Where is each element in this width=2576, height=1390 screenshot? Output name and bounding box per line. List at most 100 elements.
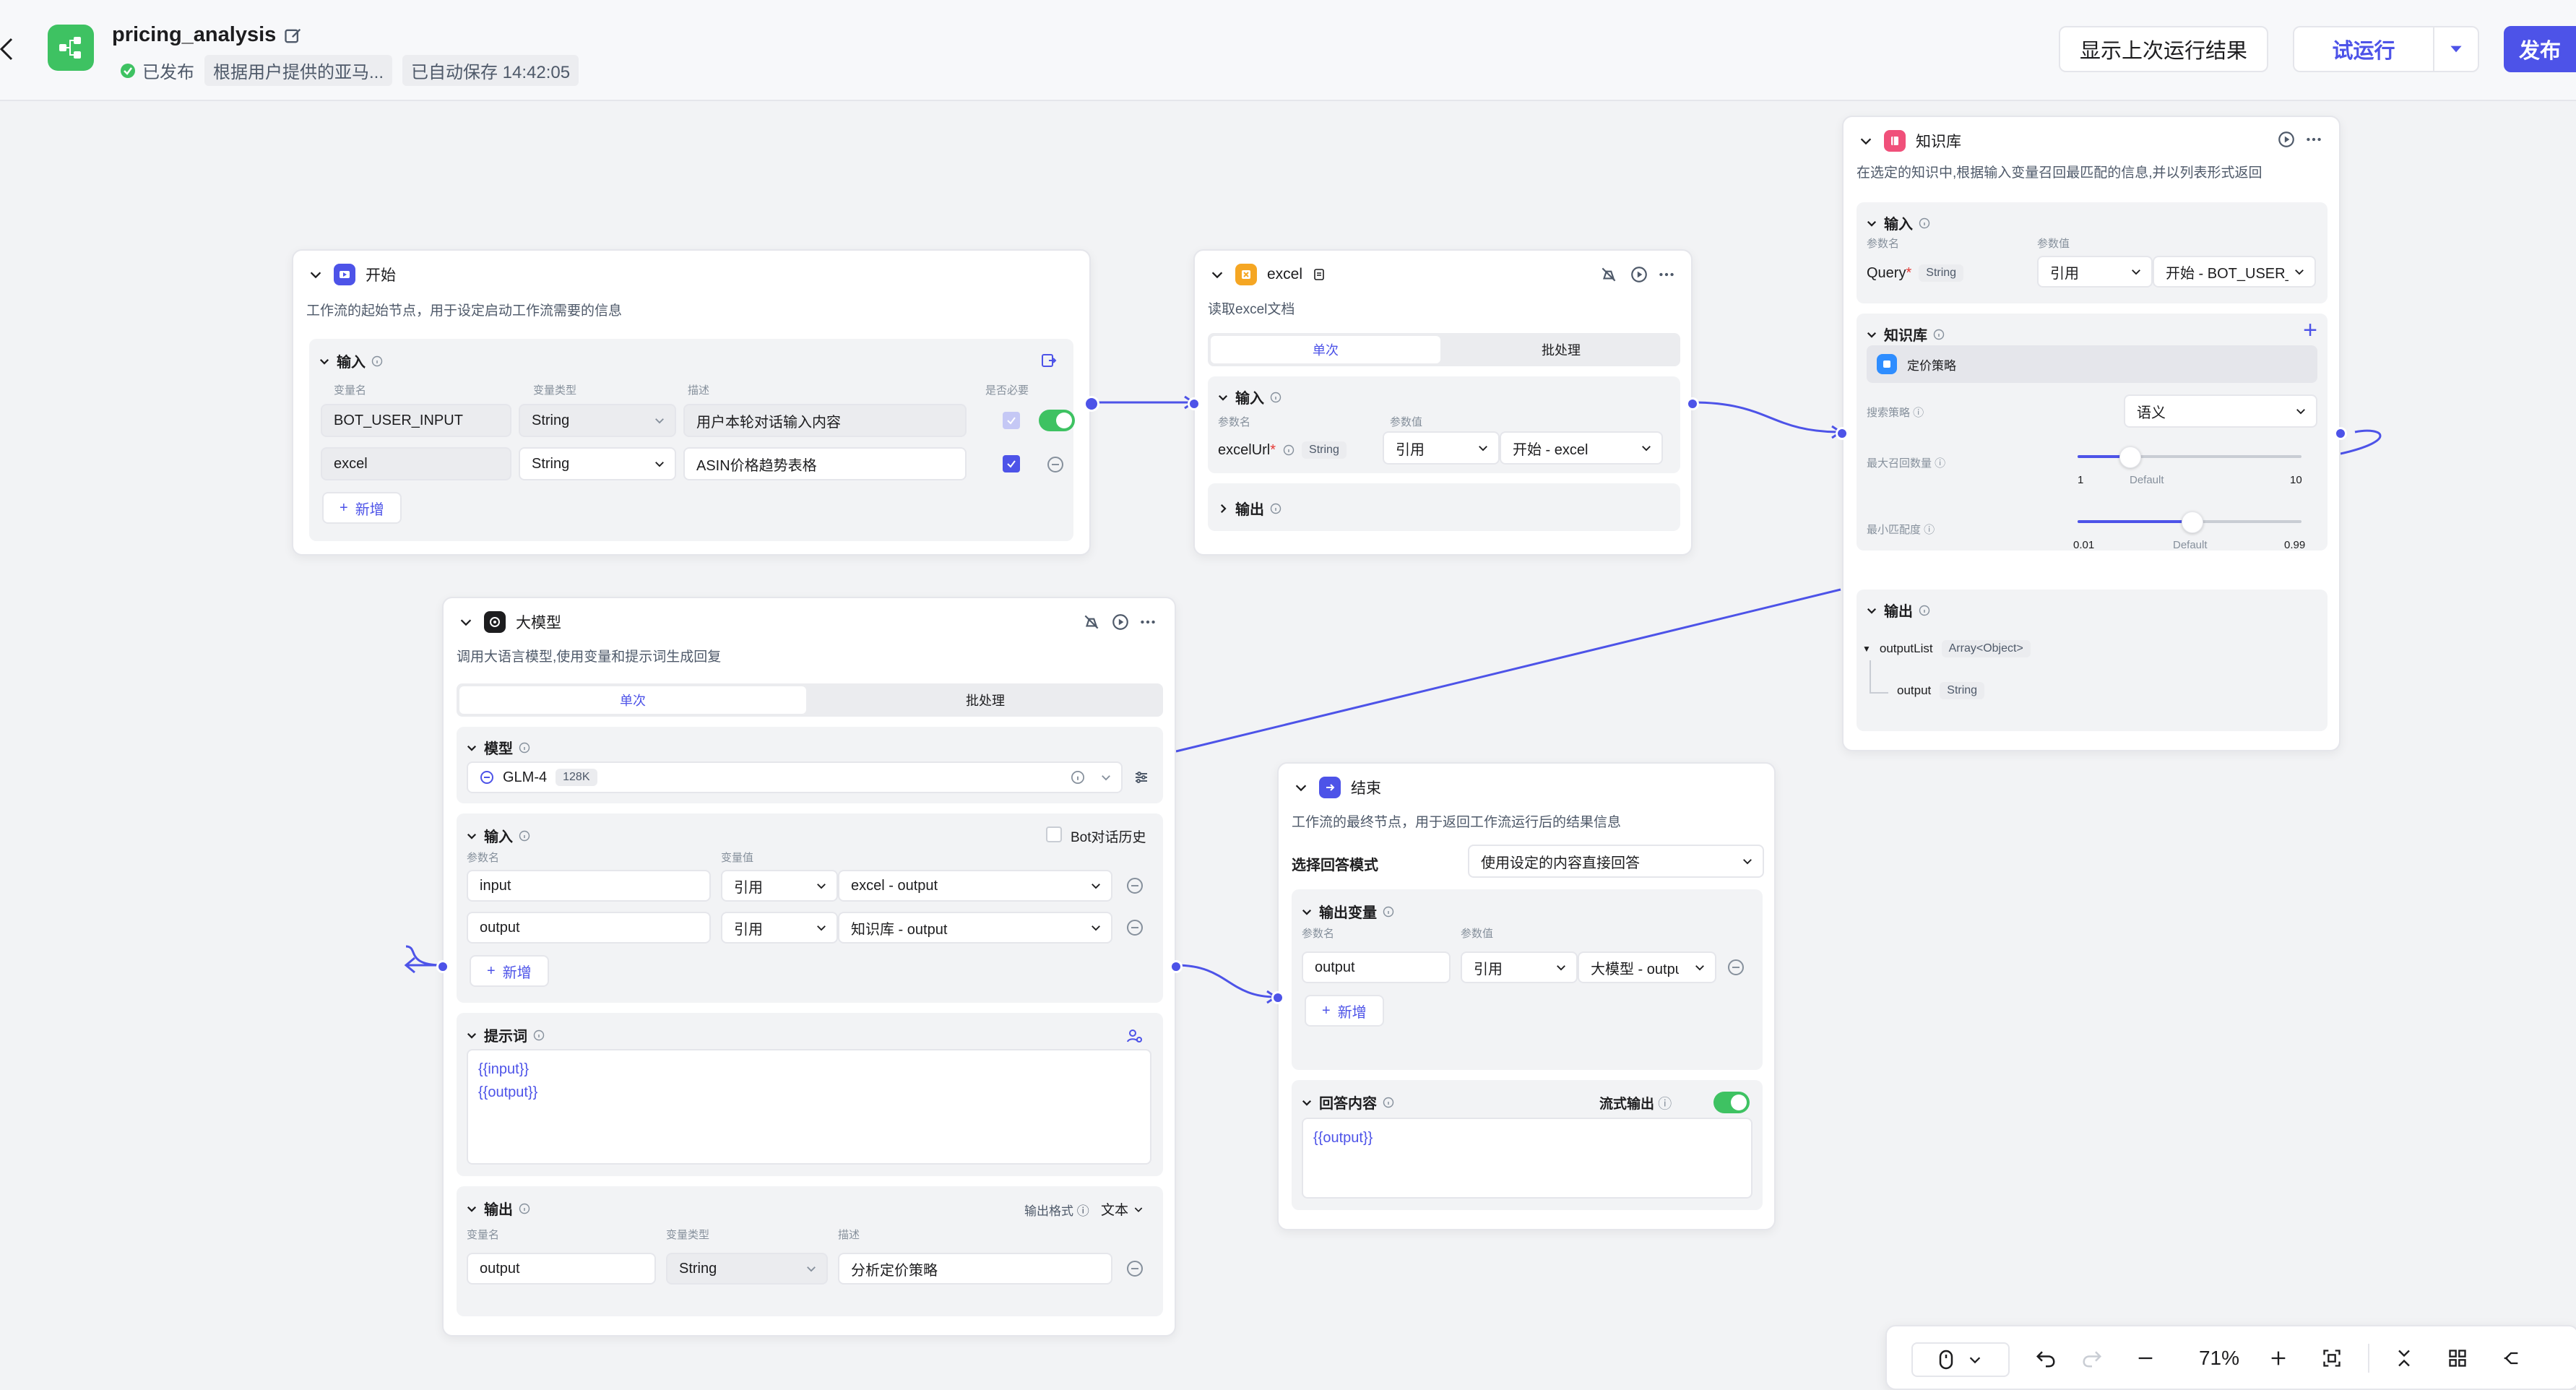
tab-batch[interactable]: 批处理	[966, 694, 1005, 708]
ref-type-select[interactable]: 引用	[1461, 951, 1578, 983]
bot-history-checkbox[interactable]	[1046, 826, 1062, 842]
ref-type-select[interactable]: 引用	[721, 912, 838, 944]
caret-down-icon[interactable]: ▼	[1862, 644, 1871, 654]
run-icon[interactable]	[1111, 613, 1130, 631]
llm-model-title[interactable]: 模型	[465, 737, 530, 758]
search-strategy-select[interactable]: 语义	[2124, 394, 2317, 428]
ref-value-select[interactable]: 开始 - BOT_USER_INPUT	[2153, 256, 2316, 288]
llm-output-title[interactable]: 输出	[465, 1198, 530, 1219]
var-name-field[interactable]: BOT_USER_INPUT	[321, 404, 511, 437]
edit-icon[interactable]	[283, 26, 303, 46]
tab-single[interactable]: 单次	[1211, 336, 1440, 363]
remove-row-icon[interactable]	[1047, 457, 1063, 472]
output-name-field[interactable]: output	[467, 1253, 656, 1285]
output-type-select[interactable]: String	[666, 1253, 828, 1285]
zoom-out-button[interactable]	[2130, 1342, 2161, 1374]
add-knowledge-icon[interactable]: +	[2303, 316, 2317, 344]
chevron-down-icon[interactable]	[1858, 133, 1874, 149]
show-last-run-button[interactable]: 显示上次运行结果	[2059, 26, 2268, 72]
description-badge[interactable]: 根据用户提供的亚马...	[204, 55, 393, 86]
no-error-icon[interactable]	[1599, 265, 1618, 284]
undo-button[interactable]	[2030, 1342, 2062, 1374]
remove-row-icon[interactable]	[1127, 1261, 1143, 1277]
publish-button[interactable]: 发布	[2504, 26, 2576, 72]
excel-output-title[interactable]: 输出	[1216, 498, 1281, 519]
var-desc-field[interactable]: 用户本轮对话输入内容	[683, 404, 967, 437]
ref-value-select[interactable]: 开始 - excel	[1500, 431, 1663, 465]
remove-row-icon[interactable]	[1127, 920, 1143, 936]
start-input-title[interactable]: 输入	[318, 350, 383, 371]
more-icon[interactable]	[2304, 130, 2323, 149]
back-arrow-icon[interactable]	[0, 35, 17, 64]
max-recall-slider[interactable]	[2078, 446, 2301, 468]
llm-node[interactable]: 大模型 调用大语言模型,使用变量和提示词生成回复 单次 批处理 模型 GLM-4…	[436, 597, 1183, 1337]
kb-item[interactable]: 定价策略	[1867, 345, 2317, 383]
var-type-select[interactable]: String	[519, 447, 676, 480]
llm-output-port[interactable]	[1170, 960, 1183, 973]
chevron-down-icon[interactable]	[308, 267, 324, 282]
excel-output-port[interactable]	[1686, 397, 1699, 410]
test-run-button[interactable]: 试运行	[2293, 26, 2434, 72]
zoom-in-button[interactable]	[2262, 1342, 2294, 1374]
end-input-port[interactable]	[1271, 991, 1284, 1004]
kb-input-title[interactable]: 输入	[1865, 212, 1930, 233]
end-node[interactable]: 结束 工作流的最终节点，用于返回工作流运行后的结果信息 选择回答模式 使用设定的…	[1271, 762, 1776, 1230]
var-name-field[interactable]: excel	[321, 447, 511, 480]
fit-view-button[interactable]	[2316, 1342, 2348, 1374]
min-match-slider[interactable]	[2078, 511, 2301, 533]
llm-prompt-title[interactable]: 提示词	[465, 1024, 545, 1045]
prompt-library-icon[interactable]	[1125, 1027, 1143, 1045]
output-desc-field[interactable]: 分析定价策略	[838, 1253, 1112, 1285]
model-select[interactable]: GLM-4 128K	[467, 761, 1123, 793]
remove-row-icon[interactable]	[1728, 959, 1744, 975]
answer-textarea[interactable]: {{output}}	[1302, 1118, 1752, 1199]
redo-button[interactable]	[2076, 1342, 2108, 1374]
kb-output-port[interactable]	[2334, 427, 2347, 440]
stream-output-toggle[interactable]	[1713, 1092, 1750, 1113]
start-output-port[interactable]	[1084, 396, 1099, 412]
add-input-button[interactable]: + 新增	[322, 492, 402, 524]
answer-mode-select[interactable]: 使用设定的内容直接回答	[1468, 845, 1764, 878]
model-settings-icon[interactable]	[1133, 769, 1150, 786]
ref-value-select[interactable]: 大模型 - output	[1578, 951, 1716, 983]
input-param-name[interactable]: input	[467, 870, 711, 902]
test-run-dropdown[interactable]	[2433, 26, 2479, 72]
add-input-button[interactable]: + 新增	[470, 955, 549, 987]
start-node[interactable]: 开始 工作流的起始节点，用于设定启动工作流需要的信息 输入 变量名 变量类型 描…	[292, 249, 1099, 556]
excel-node[interactable]: excel 读取excel文档 单次 批处理 输入 参数名 参数值 excelU…	[1188, 249, 1699, 556]
chevron-down-icon[interactable]	[1209, 267, 1225, 282]
run-icon[interactable]	[1630, 265, 1648, 284]
var-type-select[interactable]: String	[519, 404, 676, 437]
kb-input-port[interactable]	[1836, 427, 1849, 440]
no-error-icon[interactable]	[1082, 613, 1101, 631]
ref-type-select[interactable]: 引用	[2037, 256, 2153, 288]
var-desc-field[interactable]: ASIN价格趋势表格	[683, 447, 967, 480]
run-icon[interactable]	[2277, 130, 2296, 149]
minimap-button[interactable]	[2442, 1342, 2473, 1374]
zoom-level[interactable]: 71%	[2198, 1347, 2240, 1369]
required-checkbox[interactable]	[1003, 412, 1020, 429]
excel-input-port[interactable]	[1188, 397, 1201, 410]
required-checkbox[interactable]	[1003, 455, 1020, 472]
end-output-name[interactable]: output	[1302, 951, 1451, 983]
tab-batch[interactable]: 批处理	[1542, 343, 1581, 358]
end-output-var-title[interactable]: 输出变量	[1300, 901, 1394, 922]
prompt-textarea[interactable]: {{input}} {{output}}	[467, 1049, 1151, 1165]
chevron-down-icon[interactable]	[1293, 780, 1309, 795]
tab-single[interactable]: 单次	[459, 686, 806, 714]
chevron-down-icon[interactable]	[458, 614, 474, 630]
more-icon[interactable]	[1138, 613, 1157, 631]
pointer-mode-select[interactable]	[1911, 1342, 2010, 1377]
knowledge-node[interactable]: 知识库 在选定的知识中,根据输入变量召回最匹配的信息,并以列表形式返回 输入 参…	[1836, 116, 2347, 751]
add-output-button[interactable]: + 新增	[1305, 995, 1384, 1027]
excel-input-title[interactable]: 输入	[1216, 387, 1281, 407]
collapse-all-button[interactable]	[2388, 1342, 2420, 1374]
llm-input-title[interactable]: 输入	[465, 825, 530, 846]
more-icon[interactable]	[1657, 265, 1676, 284]
ref-value-select[interactable]: excel - output	[838, 870, 1112, 902]
end-answer-title[interactable]: 回答内容	[1300, 1092, 1394, 1113]
output-format-select[interactable]: 文本	[1101, 1199, 1144, 1219]
ref-type-select[interactable]: 引用	[721, 870, 838, 902]
slider-handle[interactable]	[2119, 446, 2141, 468]
